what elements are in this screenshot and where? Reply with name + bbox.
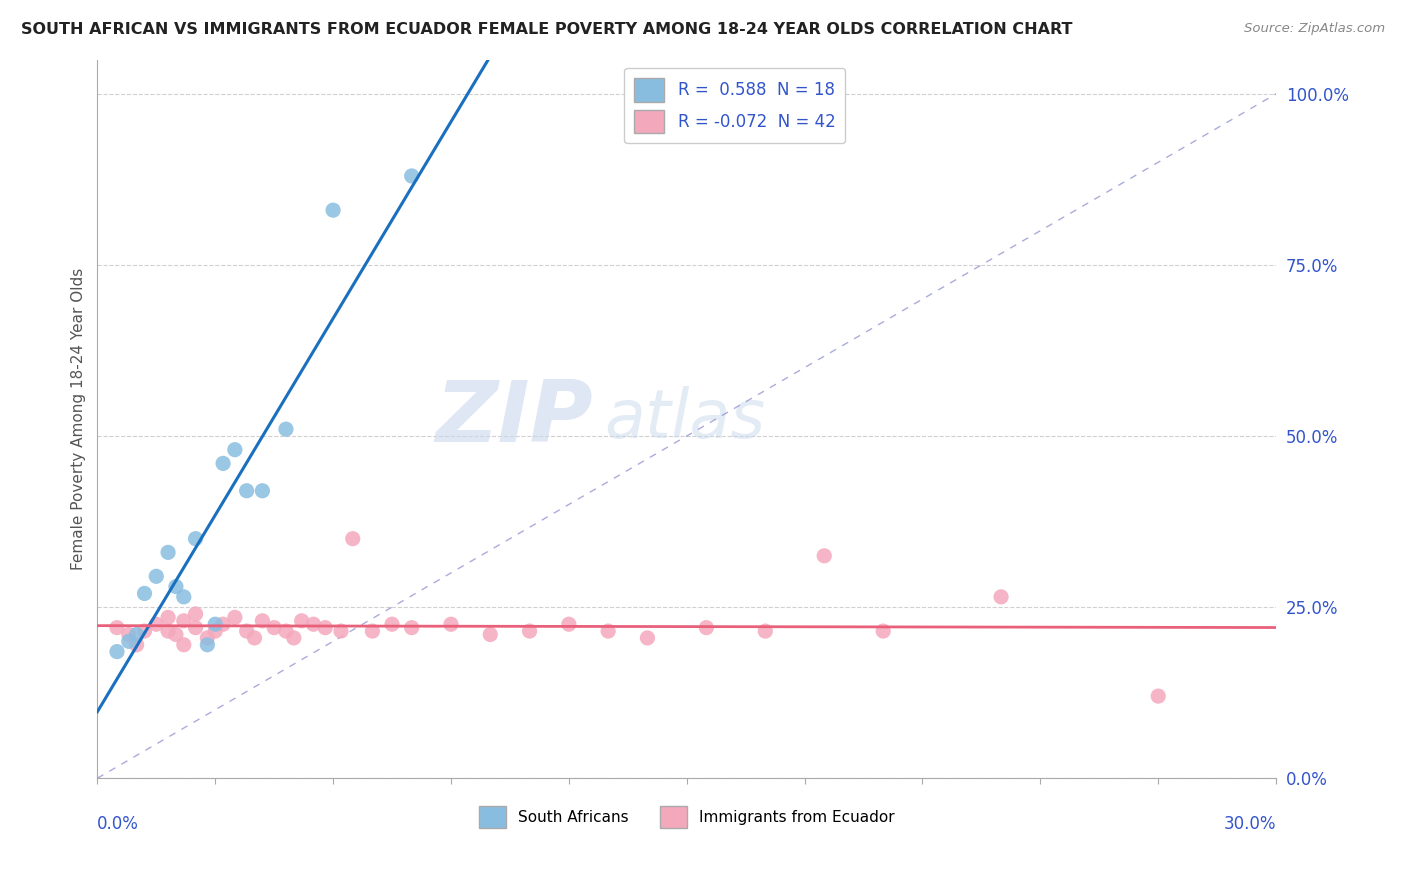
Point bbox=[235, 624, 257, 638]
Point bbox=[330, 624, 353, 638]
Y-axis label: Female Poverty Among 18-24 Year Olds: Female Poverty Among 18-24 Year Olds bbox=[72, 268, 86, 570]
Point bbox=[224, 610, 246, 624]
Point bbox=[204, 617, 226, 632]
Text: 30.0%: 30.0% bbox=[1223, 814, 1277, 832]
Point bbox=[401, 169, 423, 183]
Point bbox=[145, 569, 167, 583]
Point bbox=[118, 634, 141, 648]
Point bbox=[243, 631, 266, 645]
Point bbox=[224, 442, 246, 457]
Point bbox=[125, 638, 148, 652]
Point bbox=[134, 586, 156, 600]
Point bbox=[990, 590, 1012, 604]
Point bbox=[322, 203, 344, 218]
Point bbox=[118, 627, 141, 641]
Point bbox=[184, 621, 207, 635]
Point bbox=[235, 483, 257, 498]
Point bbox=[314, 621, 336, 635]
Text: SOUTH AFRICAN VS IMMIGRANTS FROM ECUADOR FEMALE POVERTY AMONG 18-24 YEAR OLDS CO: SOUTH AFRICAN VS IMMIGRANTS FROM ECUADOR… bbox=[21, 22, 1073, 37]
Legend: South Africans, Immigrants from Ecuador: South Africans, Immigrants from Ecuador bbox=[471, 798, 903, 835]
Text: 0.0%: 0.0% bbox=[97, 814, 139, 832]
Point bbox=[302, 617, 325, 632]
Point bbox=[263, 621, 285, 635]
Point bbox=[212, 457, 235, 471]
Point bbox=[401, 621, 423, 635]
Point bbox=[381, 617, 404, 632]
Point bbox=[195, 631, 218, 645]
Point bbox=[184, 607, 207, 621]
Point bbox=[695, 621, 717, 635]
Point bbox=[440, 617, 463, 632]
Point bbox=[252, 483, 274, 498]
Point bbox=[519, 624, 541, 638]
Point bbox=[165, 580, 187, 594]
Point bbox=[173, 614, 195, 628]
Point bbox=[165, 627, 187, 641]
Point bbox=[283, 631, 305, 645]
Point bbox=[195, 638, 218, 652]
Point bbox=[145, 617, 167, 632]
Point bbox=[274, 624, 297, 638]
Point bbox=[1147, 689, 1170, 703]
Point bbox=[252, 614, 274, 628]
Point bbox=[134, 624, 156, 638]
Text: atlas: atlas bbox=[605, 386, 765, 452]
Point bbox=[212, 617, 235, 632]
Point bbox=[274, 422, 297, 436]
Point bbox=[125, 627, 148, 641]
Point bbox=[361, 624, 384, 638]
Point bbox=[754, 624, 776, 638]
Point bbox=[598, 624, 620, 638]
Point bbox=[342, 532, 364, 546]
Point bbox=[872, 624, 894, 638]
Point bbox=[157, 545, 180, 559]
Point bbox=[105, 621, 128, 635]
Point bbox=[173, 590, 195, 604]
Point bbox=[204, 624, 226, 638]
Point bbox=[105, 645, 128, 659]
Point bbox=[636, 631, 658, 645]
Point bbox=[291, 614, 314, 628]
Point bbox=[813, 549, 835, 563]
Point bbox=[558, 617, 581, 632]
Point bbox=[184, 532, 207, 546]
Point bbox=[157, 610, 180, 624]
Point bbox=[173, 638, 195, 652]
Point bbox=[157, 624, 180, 638]
Text: Source: ZipAtlas.com: Source: ZipAtlas.com bbox=[1244, 22, 1385, 36]
Text: ZIP: ZIP bbox=[434, 377, 592, 460]
Point bbox=[479, 627, 502, 641]
